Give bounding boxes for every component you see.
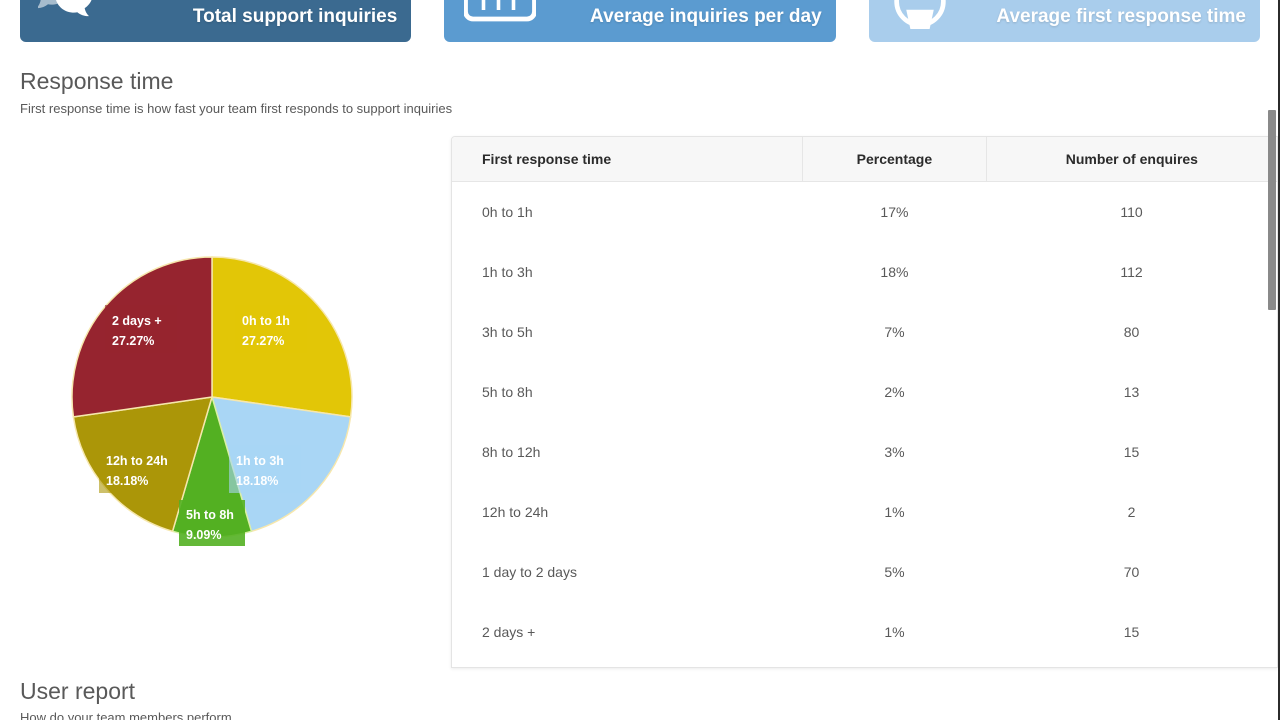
svg-text:9.09%: 9.09% [186,528,221,542]
svg-text:5h to 8h: 5h to 8h [186,508,234,522]
svg-text:12h to 24h: 12h to 24h [106,454,168,468]
svg-text:0h to 1h: 0h to 1h [242,314,290,328]
svg-text:2 days +: 2 days + [112,314,162,328]
svg-text:18.18%: 18.18% [236,474,278,488]
svg-text:1h to 3h: 1h to 3h [236,454,284,468]
svg-text:18.18%: 18.18% [106,474,148,488]
svg-text:27.27%: 27.27% [242,334,284,348]
svg-text:27.27%: 27.27% [112,334,154,348]
